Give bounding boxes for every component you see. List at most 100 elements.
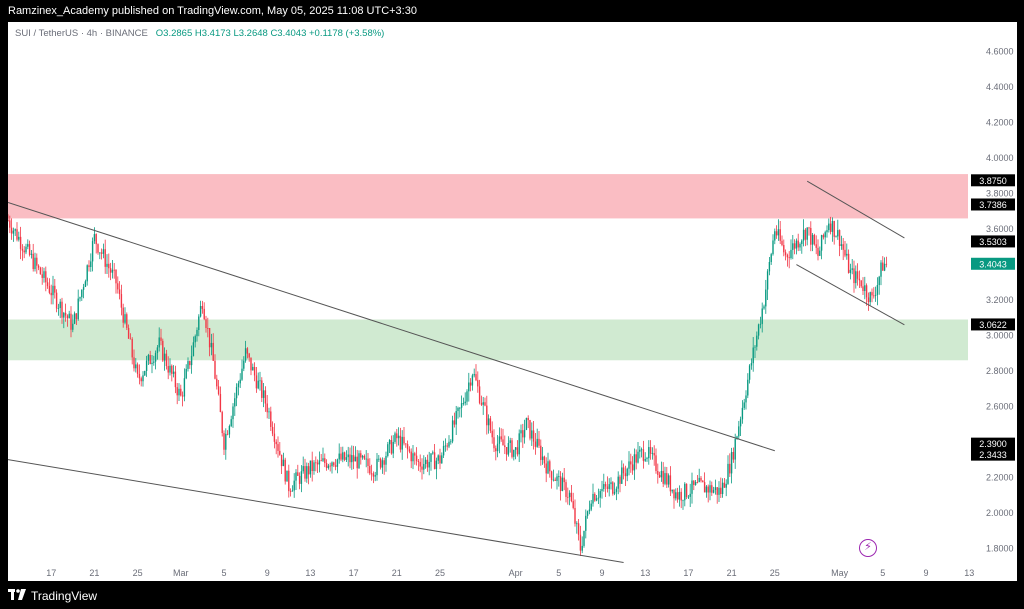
y-tick-label: 2.0000 <box>986 508 1014 518</box>
candle-body <box>77 298 79 320</box>
price-label-box <box>971 448 1015 461</box>
candle-body <box>626 468 628 477</box>
candle-body <box>189 361 191 366</box>
candle-body <box>43 271 45 278</box>
lower-channel-trendline <box>8 459 624 563</box>
upper-wedge-trendline <box>806 180 905 239</box>
candle-body <box>234 398 236 407</box>
candle-body <box>268 411 270 413</box>
candle-body <box>855 271 857 284</box>
candle-body <box>595 498 598 501</box>
candle-body <box>27 244 29 247</box>
candle-body <box>676 492 679 500</box>
candle-body <box>351 455 353 463</box>
candle-body <box>336 459 339 467</box>
candle-body <box>621 467 623 484</box>
candle-body <box>172 371 175 374</box>
symbol-name[interactable]: SUI / TetherUS · 4h · BINANCE <box>15 28 148 39</box>
price-label-box <box>971 257 1015 270</box>
candle-body <box>518 433 520 455</box>
candle-body <box>252 366 254 371</box>
y-tick-label: 3.0000 <box>986 330 1014 340</box>
candle-body <box>406 444 409 450</box>
candle-body <box>696 482 699 483</box>
candle-body <box>28 244 31 255</box>
candle-body <box>588 509 591 512</box>
candle-body <box>549 461 551 472</box>
candle-body <box>401 436 403 450</box>
candle-body <box>622 467 625 474</box>
candle-body <box>343 452 346 460</box>
candle-body <box>799 243 801 248</box>
candle-body <box>223 433 225 450</box>
candle-body <box>633 454 636 471</box>
candle-body <box>761 308 763 324</box>
candle-body <box>174 371 177 388</box>
candle-body <box>426 459 429 468</box>
candle-body <box>576 523 578 525</box>
candle-body <box>469 382 472 386</box>
price-label-text: 3.0622 <box>979 320 1007 330</box>
candle-body <box>196 329 198 337</box>
candle-body <box>880 262 882 277</box>
candle-body <box>594 493 596 501</box>
tradingview-brand[interactable]: TradingView <box>31 589 98 603</box>
candle-body <box>25 246 27 253</box>
candle-body <box>41 274 43 278</box>
candle-body <box>567 496 569 498</box>
low-value: L3.2648 <box>233 28 268 39</box>
candle-body <box>810 227 812 245</box>
candle-body <box>345 457 348 460</box>
support-zone <box>8 319 968 361</box>
candle-body <box>486 405 488 426</box>
candle-body <box>835 236 837 238</box>
candle-body <box>552 479 555 481</box>
x-tick-label: 25 <box>770 568 780 578</box>
candle-body <box>219 394 222 413</box>
lightning-bolt-icon[interactable]: ⚡ <box>859 539 877 557</box>
candle-body <box>34 257 36 270</box>
candle-body <box>282 459 285 467</box>
candle-body <box>738 426 740 437</box>
candle-body <box>459 407 461 409</box>
candle-body <box>208 328 211 348</box>
candle-body <box>604 484 607 487</box>
x-tick-label: 9 <box>923 568 928 578</box>
tradingview-logo-icon[interactable] <box>8 589 26 603</box>
x-tick-label: 25 <box>435 568 445 578</box>
candle-body <box>178 388 180 396</box>
candle-body <box>153 361 155 363</box>
candle-body <box>763 306 765 309</box>
candle-body <box>356 456 358 469</box>
candle-body <box>118 289 121 295</box>
candle-body <box>237 383 240 388</box>
candle-body <box>149 354 151 365</box>
candle-body <box>372 473 375 477</box>
candle-body <box>684 483 686 501</box>
symbol-legend[interactable]: SUI / TetherUS · 4h · BINANCE O3.2865 H3… <box>15 28 384 39</box>
candle-body <box>176 387 178 396</box>
publisher-header: Ramzinex_Academy published on TradingVie… <box>0 0 1024 22</box>
candle-body <box>462 403 465 404</box>
candle-body <box>669 475 672 492</box>
x-tick-label: 5 <box>556 568 561 578</box>
price-chart[interactable]: 4.6000 4.4000 4.2000 4.0000 3.8000 3.6000 3.40… <box>8 22 1017 581</box>
candle-body <box>727 463 729 484</box>
candle-body <box>63 312 65 318</box>
candle-body <box>504 445 506 448</box>
candle-body <box>423 463 425 470</box>
candle-body <box>142 375 144 382</box>
candle-body <box>50 292 52 296</box>
candle-body <box>329 465 331 467</box>
candle-body <box>457 407 459 412</box>
candle-body <box>493 437 495 449</box>
candle-body <box>255 375 258 389</box>
candle-body <box>302 466 304 472</box>
candle-body <box>642 449 645 461</box>
candle-body <box>54 285 56 293</box>
candle-body <box>525 417 528 430</box>
price-label-text: 3.5303 <box>979 237 1007 247</box>
chart-frame[interactable]: 4.6000 4.4000 4.2000 4.0000 3.8000 3.6000 3.40… <box>8 22 1017 581</box>
candle-body <box>349 454 351 463</box>
candle-body <box>682 500 684 502</box>
